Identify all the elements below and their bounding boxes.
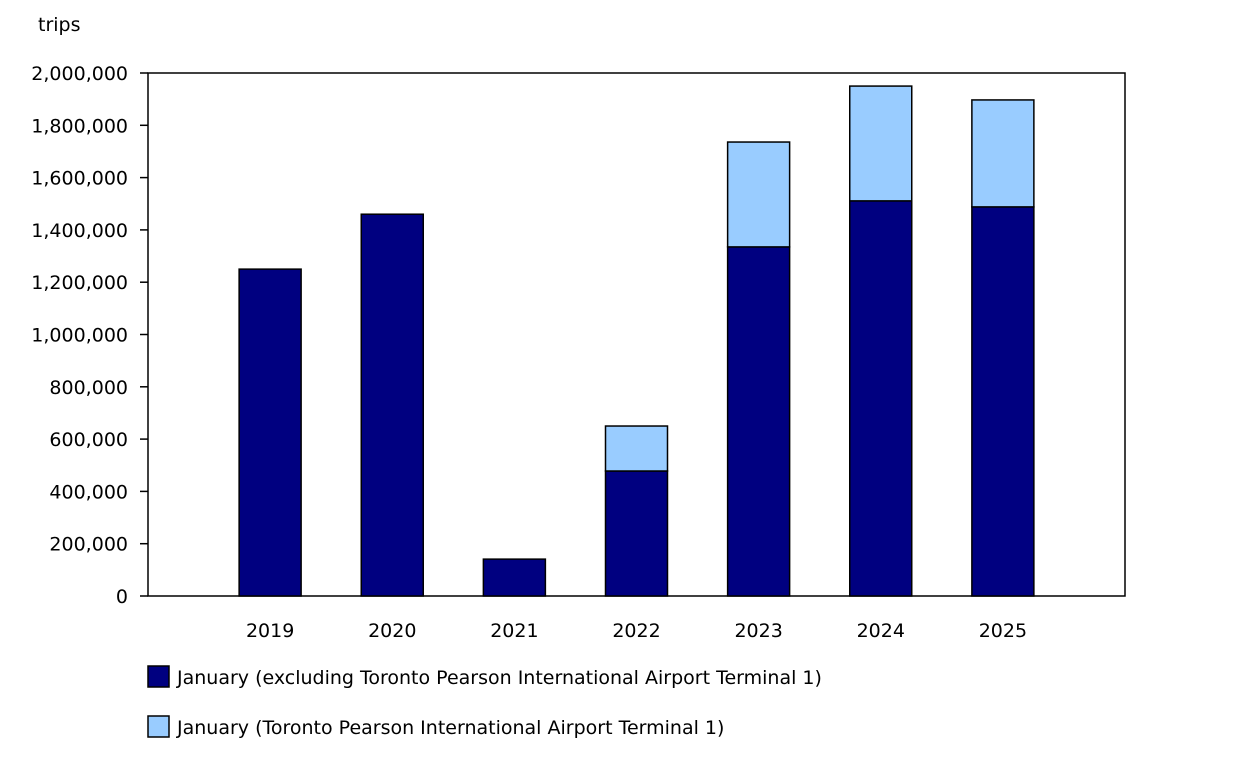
bar-2019-series-1 xyxy=(238,268,302,597)
x-tick-label: 2019 xyxy=(246,620,294,642)
bar-2023-series-2 xyxy=(726,141,791,248)
x-tick-label: 2025 xyxy=(979,620,1027,642)
y-tick-label: 200,000 xyxy=(49,534,128,556)
x-tick-label: 2022 xyxy=(612,620,660,642)
bar-2020-series-1 xyxy=(360,213,424,597)
y-tick-label: 400,000 xyxy=(49,481,128,503)
bar-2022-series-1 xyxy=(604,470,669,597)
y-tick-label: 1,000,000 xyxy=(31,325,128,347)
legend-label-2: January (Toronto Pearson International A… xyxy=(176,717,724,739)
y-tick-label: 1,600,000 xyxy=(31,168,128,190)
x-tick-label: 2024 xyxy=(857,620,905,642)
x-tick-label: 2021 xyxy=(490,620,538,642)
bar-2024-series-2 xyxy=(849,85,913,202)
y-tick-label: 800,000 xyxy=(49,377,128,399)
bar-2022-series-2 xyxy=(604,425,669,472)
bar-2025-series-1 xyxy=(971,206,1035,597)
legend-swatch-2 xyxy=(147,715,170,738)
y-tick-label: 1,400,000 xyxy=(31,220,128,242)
legend-label-1: January (excluding Toronto Pearson Inter… xyxy=(176,667,822,689)
bar-2024-series-1 xyxy=(849,200,913,597)
y-axis-label: trips xyxy=(38,14,81,36)
y-tick-label: 0 xyxy=(116,586,128,608)
x-tick-label: 2020 xyxy=(368,620,416,642)
bar-2021-series-1 xyxy=(482,558,547,597)
x-tick-label: 2023 xyxy=(734,620,782,642)
bar-2023-series-1 xyxy=(726,246,791,597)
y-tick-label: 2,000,000 xyxy=(31,63,128,85)
y-tick-label: 1,200,000 xyxy=(31,272,128,294)
y-tick-label: 600,000 xyxy=(49,429,128,451)
y-tick-label: 1,800,000 xyxy=(31,115,128,137)
legend-swatch-1 xyxy=(147,665,170,688)
bar-2025-series-2 xyxy=(971,99,1035,208)
